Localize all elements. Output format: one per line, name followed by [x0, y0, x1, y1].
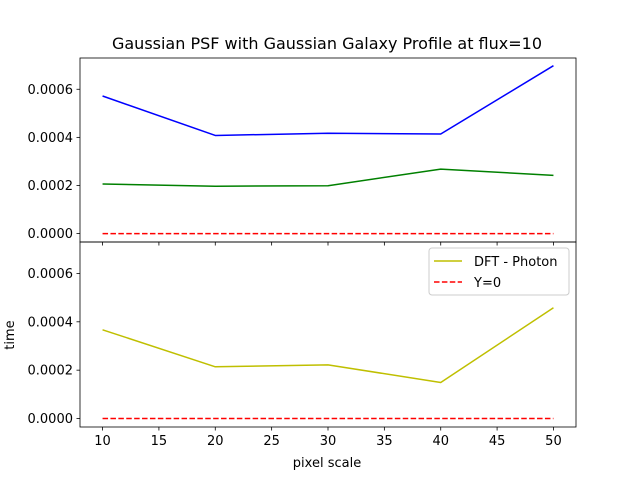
legend: DFT - Photon Y=0 — [428, 247, 570, 296]
legend-label-1: DFT - Photon — [474, 255, 557, 270]
x-tick-label: 15 — [151, 434, 168, 449]
x-tick-label: 20 — [207, 434, 224, 449]
bottom-series-line-1 — [102, 307, 554, 384]
top-series-line-1 — [102, 65, 554, 137]
chart-title: Gaussian PSF with Gaussian Galaxy Profil… — [112, 34, 542, 53]
top-series-line-2 — [102, 168, 554, 187]
x-tick-label: 35 — [376, 434, 393, 449]
top-y-tick-label: 0.0002 — [28, 179, 74, 194]
x-tick-label: 40 — [432, 434, 449, 449]
x-tick-label: 50 — [545, 434, 562, 449]
legend-box — [428, 247, 570, 296]
top-subplot: 0.0000 0.0002 0.0004 0.0006 — [28, 57, 577, 246]
x-tick-label: 10 — [94, 434, 111, 449]
bottom-subplot: 0.0000 0.0002 0.0004 0.0006 10 15 20 25 30 35 40 45… — [28, 241, 577, 449]
top-y-tick-label: 0.0000 — [28, 227, 74, 242]
top-y-tick-label: 0.0004 — [28, 131, 74, 146]
bottom-axes-frame — [79, 241, 577, 428]
x-tick-label: 45 — [489, 434, 506, 449]
y-axis-label: time — [3, 320, 18, 349]
bottom-y-tick-label: 0.0002 — [28, 364, 74, 379]
legend-label-2: Y=0 — [473, 276, 501, 291]
bottom-y-tick-label: 0.0000 — [28, 412, 74, 427]
bottom-y-tick-label: 0.0004 — [28, 315, 74, 330]
x-axis-label: pixel scale — [293, 456, 361, 471]
top-y-tick-label: 0.0006 — [28, 83, 74, 98]
bottom-y-tick-label: 0.0006 — [28, 267, 74, 282]
x-tick-label: 30 — [320, 434, 337, 449]
x-tick-label: 25 — [263, 434, 280, 449]
